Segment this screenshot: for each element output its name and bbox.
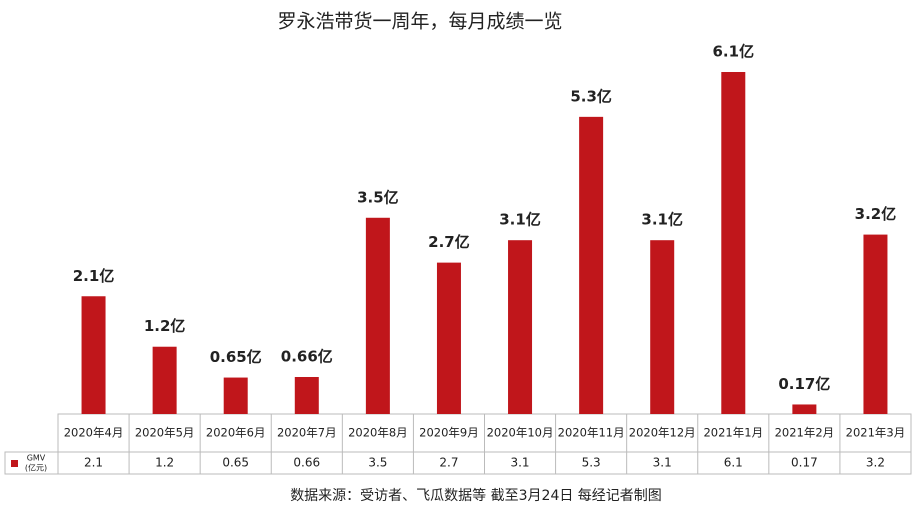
data-label: 3.2亿: [855, 205, 897, 223]
bar: [152, 346, 177, 414]
data-label: 0.17亿: [778, 375, 830, 393]
x-tick-label: 2021年3月: [846, 426, 906, 440]
table-value: 3.1: [510, 456, 529, 470]
legend-label: GMV: [27, 454, 46, 463]
bar: [365, 217, 390, 414]
x-tick-label: 2020年11月: [558, 426, 625, 440]
x-tick-label: 2020年8月: [348, 426, 408, 440]
table-cell: [4, 451, 912, 475]
table-value: 3.2: [866, 456, 885, 470]
x-tick-label: 2021年2月: [775, 426, 835, 440]
x-tick-label: 2020年10月: [487, 426, 554, 440]
table-value: 3.1: [653, 456, 672, 470]
data-label: 6.1亿: [713, 43, 755, 61]
table-value: 0.66: [293, 456, 320, 470]
x-tick-label: 2020年5月: [135, 426, 195, 440]
data-label: 3.1亿: [499, 211, 541, 229]
data-label: 3.5亿: [357, 188, 399, 206]
data-label: 2.1亿: [73, 267, 115, 285]
bar: [863, 234, 888, 414]
data-label: 1.2亿: [144, 317, 186, 335]
bar: [721, 72, 746, 414]
bar: [223, 377, 248, 414]
table-value: 2.1: [84, 456, 103, 470]
table-value: 6.1: [724, 456, 743, 470]
table-value: 0.17: [791, 456, 818, 470]
data-label: 0.66亿: [281, 347, 333, 365]
bar: [436, 262, 461, 414]
legend-unit: (亿元): [25, 463, 47, 473]
x-tick-label: 2020年12月: [629, 426, 696, 440]
data-label: 2.7亿: [428, 233, 470, 251]
bar: [792, 404, 817, 414]
x-tick-label: 2021年1月: [703, 426, 763, 440]
legend-swatch: [11, 460, 18, 467]
bar: [579, 116, 604, 414]
x-tick-label: 2020年4月: [64, 426, 124, 440]
table-value: 1.2: [155, 456, 174, 470]
bar: [508, 240, 533, 414]
table-value: 2.7: [439, 456, 458, 470]
chart-title: 罗永浩带货一周年，每月成绩一览: [277, 11, 562, 33]
data-label: 0.65亿: [210, 348, 262, 366]
bar: [81, 296, 106, 414]
source-note: 数据来源：受访者、飞瓜数据等 截至3月24日 每经记者制图: [290, 487, 662, 504]
table-value: 3.5: [368, 456, 387, 470]
bar: [294, 376, 319, 414]
table-value: 5.3: [582, 456, 601, 470]
x-tick-label: 2020年7月: [277, 426, 337, 440]
table-value: 0.65: [222, 456, 249, 470]
data-label: 5.3亿: [570, 87, 612, 105]
data-label: 3.1亿: [641, 211, 683, 229]
x-tick-label: 2020年9月: [419, 426, 479, 440]
bar: [650, 240, 675, 414]
x-tick-label: 2020年6月: [206, 426, 266, 440]
